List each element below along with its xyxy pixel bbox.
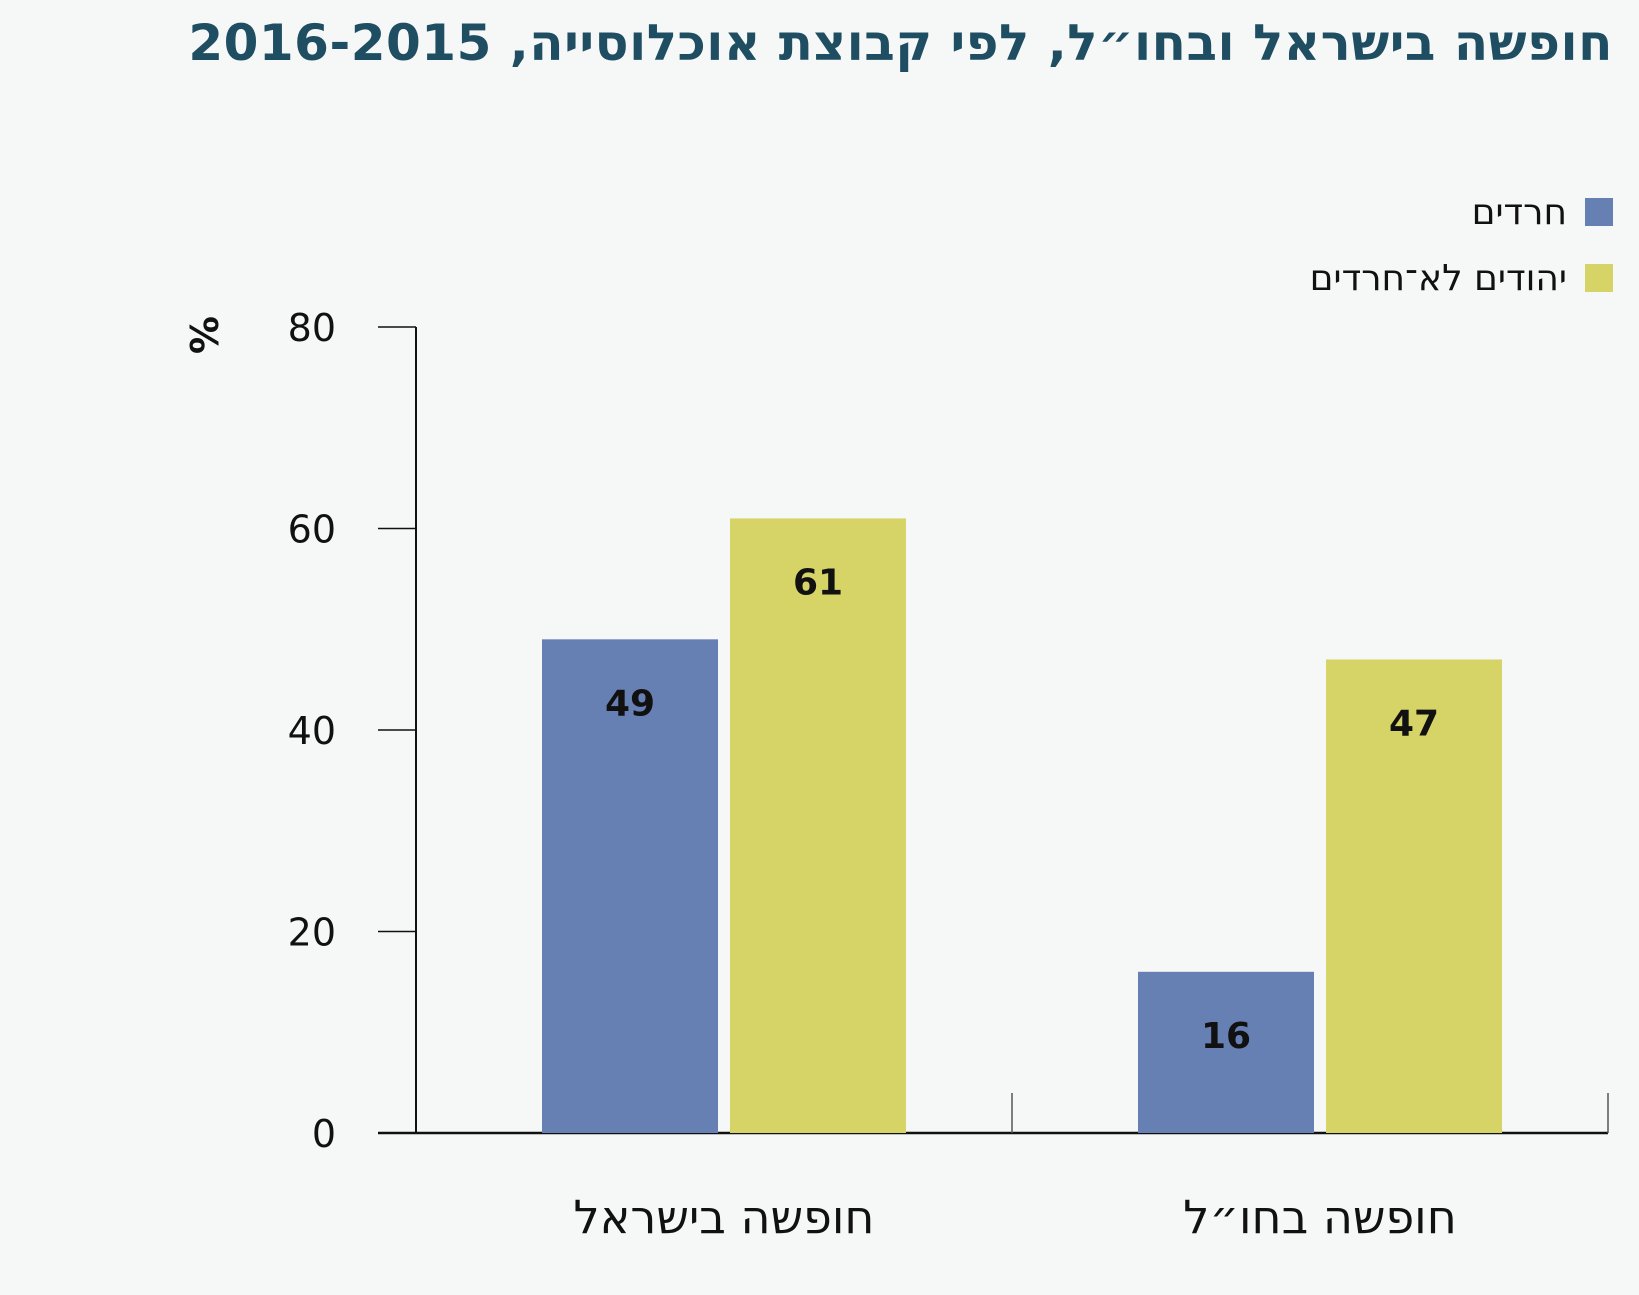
- legend: חרדים יהודים לא־חרדים: [1093, 192, 1613, 327]
- y-tick-label-20: 20: [288, 911, 336, 955]
- bar-value-label-non-haredi-jews-0: 61: [793, 562, 843, 603]
- bar-haredim-1: [1138, 971, 1314, 1133]
- y-tick-label-0: 0: [312, 1112, 336, 1156]
- category-label-0: חופשה בישראל: [574, 1190, 875, 1244]
- legend-label-non-haredi-jews: יהודים לא־חרדים: [1309, 257, 1567, 299]
- bar-value-label-haredim-0: 49: [605, 683, 655, 724]
- legend-label-haredim: חרדים: [1471, 191, 1567, 233]
- bar-non-haredi-jews-0: [730, 518, 906, 1133]
- y-tick-label-60: 60: [288, 508, 336, 552]
- bar-value-label-non-haredi-jews-1: 47: [1389, 703, 1439, 744]
- legend-swatch-haredim: [1585, 198, 1613, 226]
- bar-non-haredi-jews-1: [1326, 659, 1502, 1133]
- bar-haredim-0: [542, 639, 718, 1133]
- legend-swatch-non-haredi-jews: [1585, 264, 1613, 292]
- legend-item-non-haredi-jews: יהודים לא־חרדים: [1093, 258, 1613, 299]
- chart-title: חופשה בישראל ובחו״ל, לפי קבוצת אוכלוסייה…: [188, 14, 1613, 72]
- legend-item-haredim: חרדים: [1093, 192, 1613, 233]
- y-tick-label-40: 40: [288, 709, 336, 753]
- bar-value-label-haredim-1: 16: [1201, 1016, 1251, 1057]
- y-axis-unit-label: %: [181, 316, 225, 354]
- category-label-1: חופשה בחו״ל: [1183, 1190, 1457, 1244]
- y-tick-label-80: 80: [288, 306, 336, 350]
